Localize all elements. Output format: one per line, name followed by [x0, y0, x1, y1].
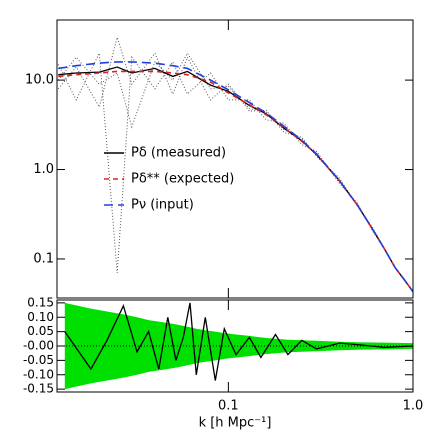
realization-line: [57, 35, 413, 292]
error-band: [64, 302, 413, 390]
series-line: [58, 61, 413, 293]
plot-frame: [56, 19, 414, 299]
x-axis-label: k [h Mpc⁻¹]: [199, 416, 272, 431]
y-tick-label: 0.15: [27, 295, 54, 309]
y-tick-label: -0.10: [23, 367, 54, 381]
series-line: [58, 66, 413, 293]
y-tick-label: 1.0: [33, 162, 54, 177]
y-tick-label: 0.1: [33, 251, 54, 266]
series-line: [58, 70, 413, 293]
y-tick-label: 0.10: [27, 310, 54, 324]
legend-label: Pδ (measured): [131, 146, 226, 161]
y-tick-label: -0.05: [23, 353, 54, 367]
x-tick-label: 0.1: [218, 399, 239, 414]
y-tick-label: -0.15: [23, 382, 54, 396]
y-tick-label: 0.05: [27, 324, 54, 338]
y-tick-label: -0.00: [23, 339, 54, 353]
series-line: [64, 302, 413, 381]
realization-line: [57, 51, 413, 292]
realization-line: [57, 52, 413, 292]
legend-label: Pδ** (expected): [131, 172, 234, 187]
y-tick-label: 10.0: [25, 73, 54, 88]
legend-label: Pν (input): [131, 198, 194, 213]
x-tick-label: 1.0: [403, 399, 424, 414]
